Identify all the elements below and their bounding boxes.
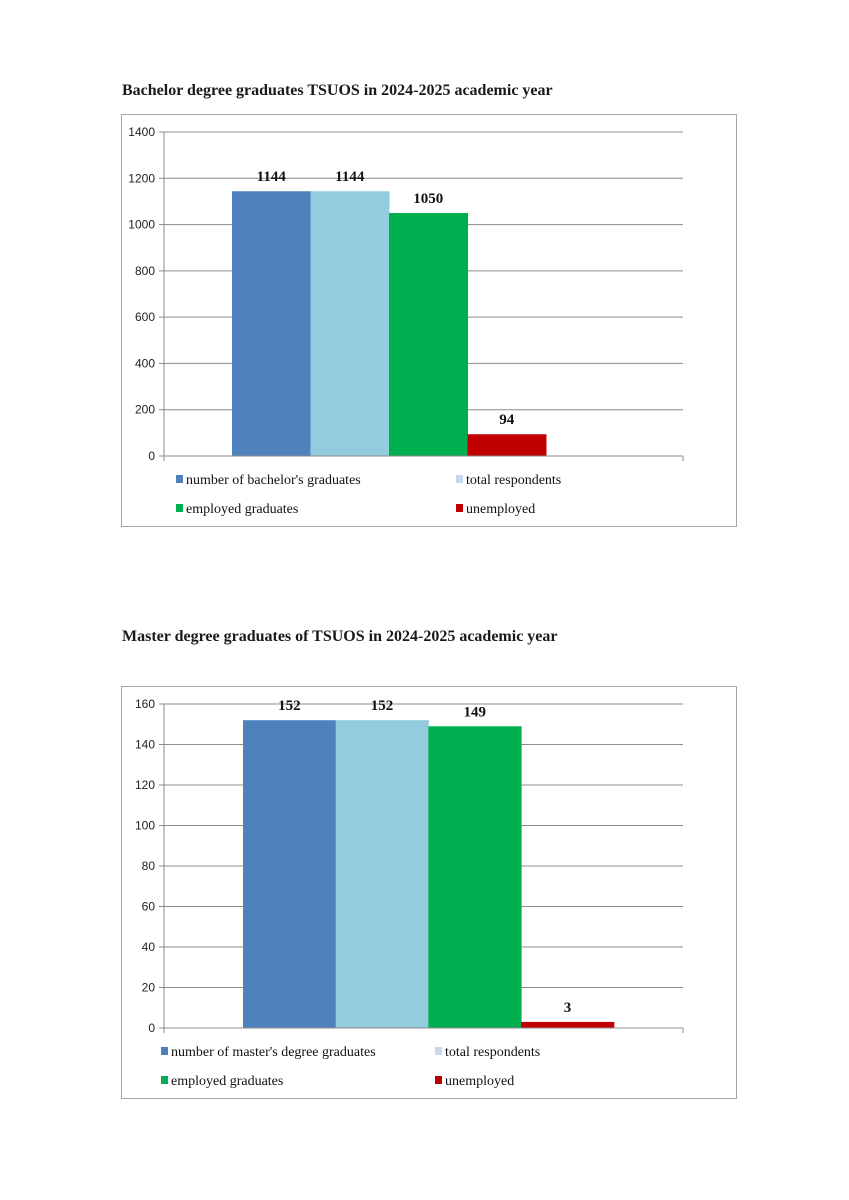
- legend-swatch-4: [456, 504, 463, 512]
- data-label: 1144: [257, 169, 287, 185]
- y-tick-label: 100: [135, 819, 155, 833]
- y-tick-label: 120: [135, 778, 155, 792]
- master-chart-svg: 0 20 40 60 80 100 120 140 160 152 152 149 3 number of…: [135, 697, 684, 1089]
- bar-1: [243, 720, 337, 1028]
- legend-label: total respondents: [445, 1045, 540, 1060]
- bar-2: [310, 191, 390, 456]
- data-label: 152: [278, 698, 301, 714]
- bachelor-chart: 0 200 400 600 800 1000 1200 1400 1144 1144 1050 94 n…: [121, 114, 737, 527]
- y-tick-label: 800: [135, 264, 155, 278]
- legend-label: number of bachelor's graduates: [186, 473, 361, 488]
- bar-2: [335, 720, 429, 1028]
- legend-swatch-3: [176, 504, 183, 512]
- legend-swatch-2: [435, 1047, 442, 1055]
- bar-3: [428, 726, 522, 1028]
- legend-swatch-2: [456, 475, 463, 483]
- legend-label: total respondents: [466, 473, 561, 488]
- y-tick-label: 1000: [128, 218, 155, 232]
- legend-label: unemployed: [466, 502, 535, 517]
- legend-swatch-4: [435, 1076, 442, 1084]
- y-tick-label: 200: [135, 403, 155, 417]
- master-chart: 0 20 40 60 80 100 120 140 160 152 152 149 3 number of…: [121, 686, 737, 1099]
- y-tick-label: 20: [142, 981, 156, 995]
- y-tick-label: 40: [142, 940, 156, 954]
- legend-label: employed graduates: [186, 502, 298, 517]
- legend-swatch-3: [161, 1076, 168, 1084]
- y-tick-label: 1200: [128, 171, 155, 185]
- y-tick-label: 60: [142, 900, 156, 914]
- y-tick-label: 160: [135, 697, 155, 711]
- y-tick-label: 1400: [128, 125, 155, 139]
- bachelor-chart-title: Bachelor degree graduates TSUOS in 2024-…: [122, 82, 553, 99]
- legend-swatch-1: [176, 475, 183, 483]
- bar-1: [232, 191, 311, 456]
- y-tick-label: 140: [135, 738, 155, 752]
- master-chart-title: Master degree graduates of TSUOS in 2024…: [122, 628, 558, 645]
- data-label: 94: [499, 412, 515, 428]
- data-label: 149: [464, 704, 487, 720]
- data-label: 1144: [335, 169, 365, 185]
- legend-label: unemployed: [445, 1074, 514, 1089]
- y-tick-label: 80: [142, 859, 156, 873]
- bar-4: [521, 1021, 615, 1028]
- bachelor-chart-svg: 0 200 400 600 800 1000 1200 1400 1144 1144 1050 94 n…: [128, 125, 684, 517]
- legend-swatch-1: [161, 1047, 168, 1055]
- bar-3: [389, 213, 468, 456]
- data-label: 1050: [413, 191, 443, 207]
- data-label: 3: [564, 1000, 572, 1016]
- bar-4: [467, 434, 547, 456]
- y-tick-label: 600: [135, 310, 155, 324]
- legend-label: number of master's degree graduates: [171, 1045, 376, 1060]
- y-tick-label: 400: [135, 356, 155, 370]
- data-label: 152: [371, 698, 394, 714]
- y-tick-label: 0: [148, 449, 155, 463]
- y-tick-label: 0: [148, 1021, 155, 1035]
- legend-label: employed graduates: [171, 1074, 283, 1089]
